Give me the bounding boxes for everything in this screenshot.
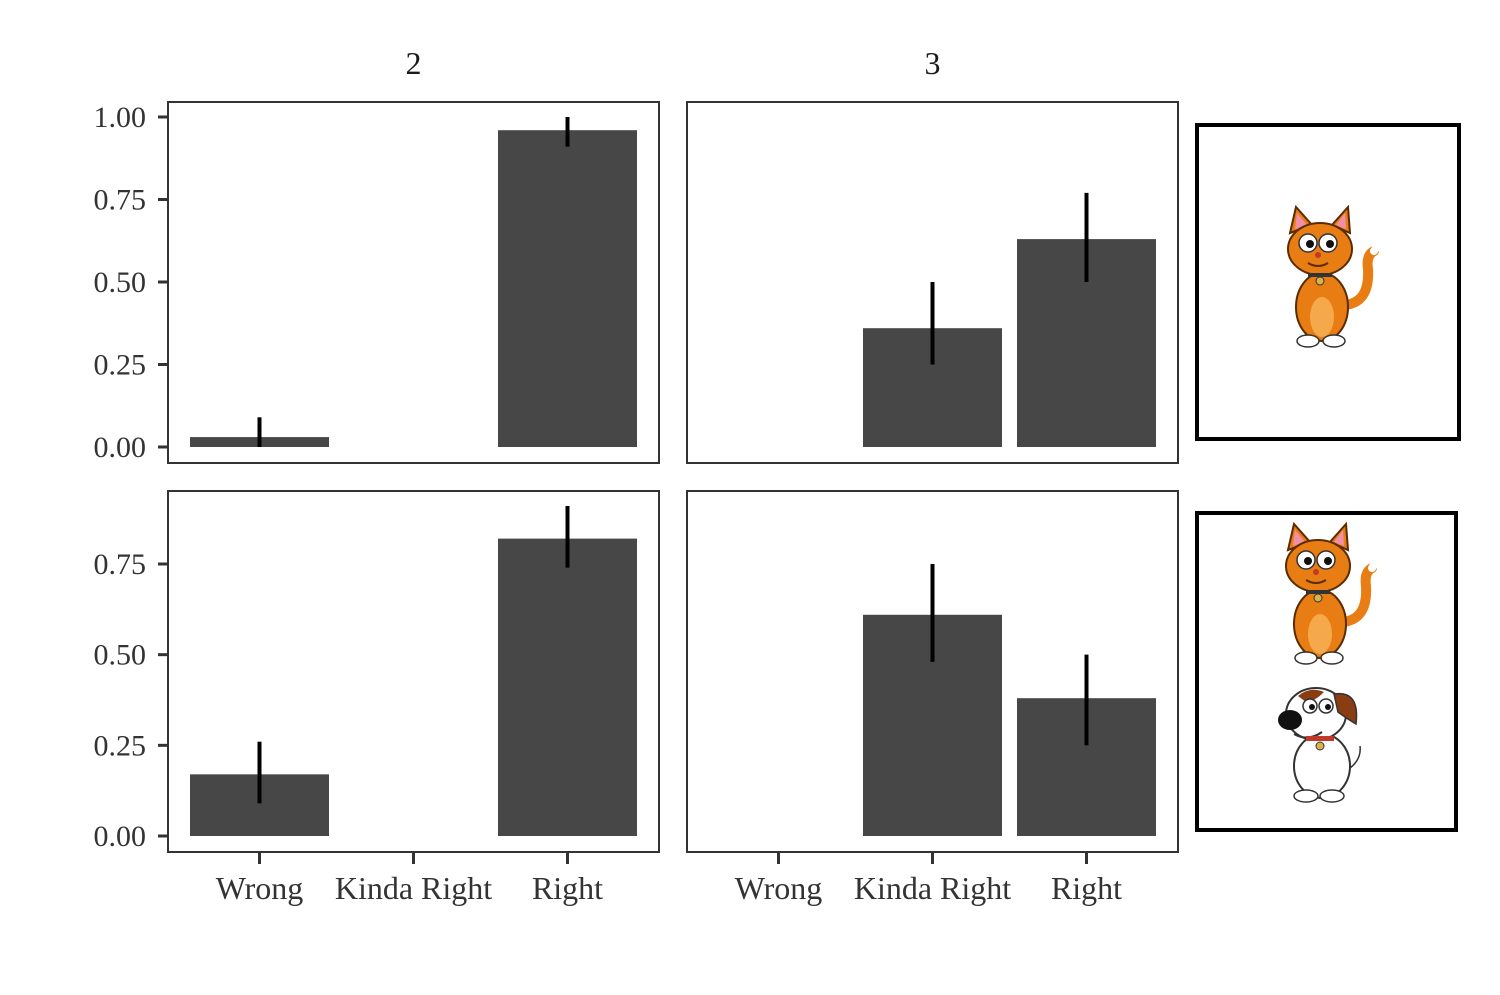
panel-r0-c0-ytick-label-0.25: 0.25 [94,349,147,382]
panel-r1-c0-xtick-label-kinda-right: Kinda Right [335,870,492,906]
panel-r1-c0-bar-right [498,538,637,836]
panel-r0-c0-ytick-label-1.00: 1.00 [94,101,147,134]
panel-r1-c1-xtick-label-wrong: Wrong [735,870,823,906]
panel-r1-c0-ytick-label-0.75: 0.75 [94,548,147,581]
panel-r1-c1-xtick-label-right: Right [1051,870,1122,906]
cat-icon [1285,521,1380,665]
panel-r1-c0-ytick-label-0.00: 0.00 [94,820,147,853]
cat-icon [1287,204,1382,348]
panel-r0-c0-ytick-label-0.50: 0.50 [94,266,147,299]
facet-label-3: 3 [925,45,941,81]
panel-r0-c1-border [686,101,1179,464]
facet-label-2: 2 [406,45,422,81]
panel-r0-c0-ytick-label-0.00: 0.00 [94,431,147,464]
panel-r1-c1-xtick-label-kinda-right: Kinda Right [854,870,1011,906]
panel-r0-c0-ytick-label-0.75: 0.75 [94,184,147,217]
panel-r1-c0-ytick-label-0.25: 0.25 [94,729,147,762]
panel-r1-c0-xtick-label-wrong: Wrong [216,870,304,906]
panel-r1-c0-xtick-label-right: Right [532,870,603,906]
dog-icon [1278,687,1365,803]
panel-r0-c0-bar-right [498,130,637,447]
panel-r1-c0-ytick-label-0.50: 0.50 [94,639,147,672]
